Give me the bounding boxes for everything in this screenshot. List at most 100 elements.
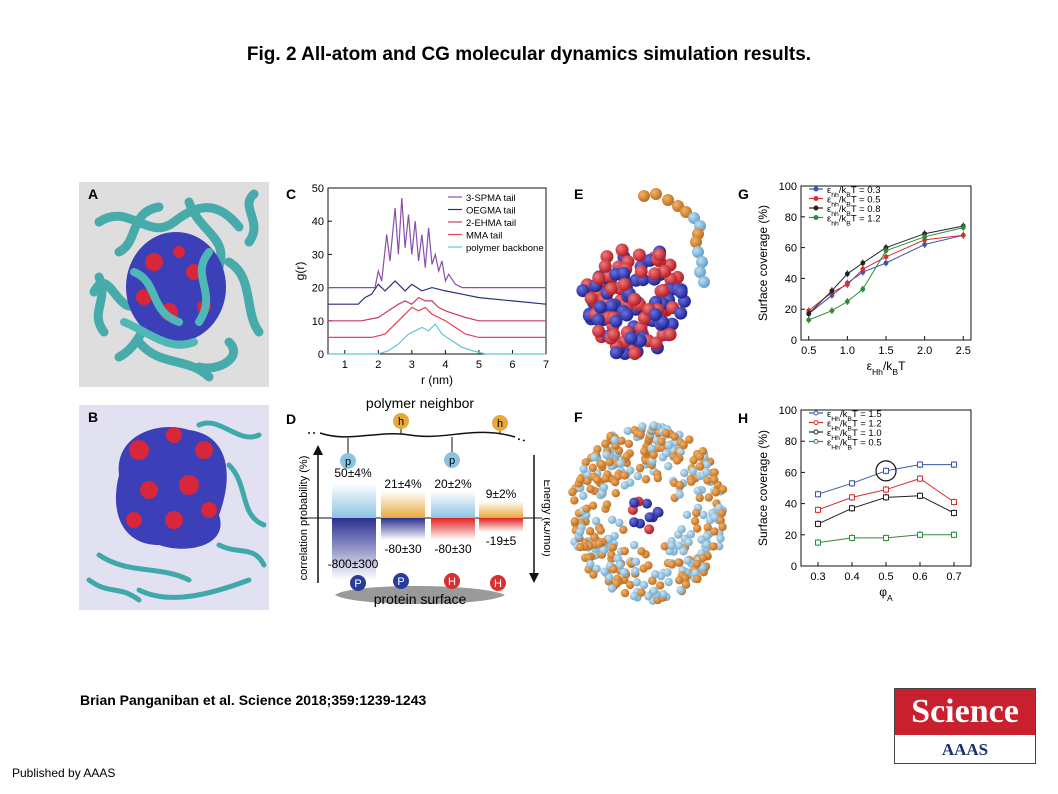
y-tick-label-2: 20 (312, 283, 324, 295)
legend-label-0: 3-SPMA tail (466, 193, 516, 204)
shell-bead (676, 481, 685, 490)
shell-bead (656, 581, 665, 590)
polymer-bead (692, 246, 704, 258)
shell-bead (693, 574, 702, 584)
svg-text:h: h (497, 418, 503, 430)
protein-bead (663, 328, 677, 341)
protein-bead (592, 324, 606, 338)
shell-bead (657, 437, 666, 446)
shell-bead (588, 463, 597, 472)
shell-bead (653, 473, 662, 483)
shell-bead (619, 525, 628, 534)
panel-d: p h p h polymer neighbor 50±4% 21±4% 20±… (280, 395, 553, 610)
shell-bead (697, 535, 706, 544)
data-point-3-4 (883, 248, 889, 254)
bead-top-1: p (340, 438, 356, 469)
x-axis-label: r (nm) (421, 373, 453, 387)
shell-bead (599, 546, 608, 555)
panel-c: 1 2 3 4 5 6 7 0 10 20 30 40 50 r (nm) g(r) 3-SPMA tail O… (280, 182, 550, 387)
shell-bead (664, 440, 674, 450)
energy-bar-2 (381, 518, 425, 540)
shell-bead (609, 565, 618, 574)
legend-label-1: εHh/kBT = 1.2 (827, 419, 882, 433)
panel-f: F (566, 405, 746, 610)
polymer-bead (662, 194, 674, 206)
shell-bead (670, 432, 679, 441)
svg-text:P: P (397, 576, 404, 588)
core-bead (629, 517, 640, 528)
shell-bead (710, 475, 719, 484)
y-tick-label-3: 30 (312, 249, 324, 261)
svg-text:H: H (494, 578, 502, 590)
legend-marker-0 (813, 410, 819, 416)
shell-bead (649, 421, 659, 430)
shell-bead (693, 486, 702, 495)
shell-bead (673, 456, 682, 465)
shell-bead (709, 542, 718, 551)
shell-bead (699, 510, 708, 520)
shell-bead (639, 580, 649, 590)
shell-bead (620, 471, 629, 480)
protein-bead (648, 308, 662, 321)
shell-bead (583, 476, 592, 486)
shell-bead (716, 516, 725, 525)
shell-bead (632, 578, 642, 587)
plot-frame (327, 187, 547, 355)
data-point-3-3 (860, 286, 866, 292)
series-line-3 (328, 306, 546, 338)
shell-bead (637, 547, 646, 556)
y-axis-label: Surface coverage (%) (756, 430, 770, 546)
shell-bead (681, 580, 691, 589)
polymer-bead (650, 188, 662, 200)
shell-bead (613, 472, 623, 481)
shell-bead (579, 464, 588, 474)
protein-bead (609, 314, 623, 328)
figure-title: Fig. 2 All-atom and CG molecular dynamic… (246, 44, 812, 65)
protein-bead (674, 285, 688, 299)
prob-bar-3 (431, 491, 475, 518)
data-point-2-0 (815, 520, 821, 527)
bead-top-2: h (393, 413, 409, 434)
panel-a-render (89, 189, 264, 382)
protein-bead (617, 277, 631, 291)
chart-g: 0.5 1.0 1.5 2.0 2.5 0 20 40 60 80 100 εHh/kBT Surfac… (756, 181, 972, 377)
x-tick-label-2: 1.5 (878, 345, 893, 357)
data-point-0-0 (815, 491, 821, 498)
shell-bead (615, 560, 625, 570)
y-tick-label-0: 0 (791, 335, 797, 347)
protein-bead (624, 331, 638, 345)
panel-e-render (576, 188, 710, 360)
svg-text:H: H (448, 576, 456, 588)
polymer-chain (319, 431, 516, 438)
shell-bead (584, 553, 594, 562)
protein-bead (628, 347, 642, 360)
shell-bead (633, 471, 642, 481)
series-line-0 (328, 197, 546, 289)
shell-bead (586, 559, 595, 569)
data-point-2-4 (951, 509, 957, 516)
shell-bead (599, 483, 609, 492)
protein-bead (656, 284, 670, 297)
shell-bead (686, 530, 696, 539)
series-line-2 (808, 225, 964, 315)
panel-label-e: E (574, 186, 584, 202)
energy-bar-1 (332, 518, 376, 580)
y-tick-label-4: 80 (785, 212, 797, 224)
data-point-1-4 (951, 499, 957, 506)
shell-bead (625, 580, 635, 590)
shell-bead (605, 458, 614, 467)
protein-bead (634, 265, 648, 279)
shell-bead (692, 559, 702, 568)
shell-bead (589, 570, 598, 579)
x-tick-label-2: 0.5 (878, 571, 893, 583)
bead-bottom-2: P (393, 573, 409, 589)
chart-c: 1 2 3 4 5 6 7 0 10 20 30 40 50 r (nm) g(r) 3-SPMA tail O… (293, 183, 549, 387)
shell-bead (630, 540, 639, 550)
shell-bead (695, 452, 704, 461)
shell-bead (636, 430, 645, 439)
panel-label-h: H (738, 410, 749, 426)
x-tick-label-1: 1.0 (840, 345, 855, 357)
y-tick-label-4: 80 (785, 436, 797, 448)
data-point-1-4 (883, 254, 889, 260)
shell-bead (624, 439, 634, 448)
